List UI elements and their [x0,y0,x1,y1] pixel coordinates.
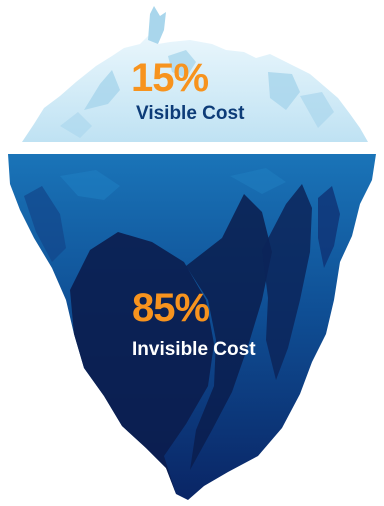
iceberg-underwater [8,154,376,500]
invisible-cost-percent: 85% [132,286,210,330]
waterline [0,142,384,154]
invisible-cost-label: Invisible Cost [132,339,256,360]
visible-cost-label: Visible Cost [136,103,245,124]
visible-cost-percent: 15% [131,56,209,100]
iceberg-tip [22,6,368,142]
